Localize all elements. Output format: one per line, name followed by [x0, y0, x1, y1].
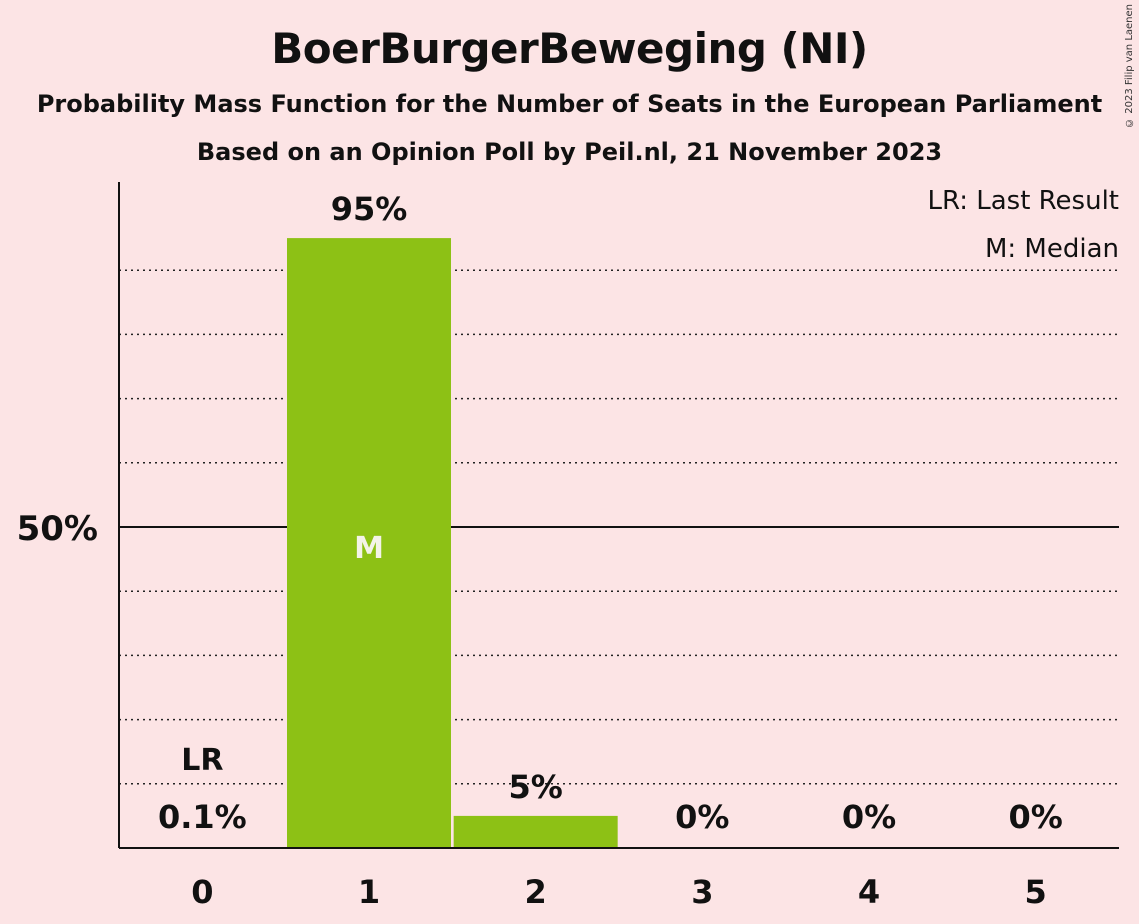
- legend-entry: LR: Last Result: [927, 186, 1119, 216]
- x-tick-label: 0: [191, 873, 213, 911]
- bar: [453, 815, 618, 848]
- x-tick-label: 4: [858, 873, 880, 911]
- last-result-marker: LR: [181, 743, 223, 778]
- chart-title: BoerBurgerBeweging (NI): [271, 24, 868, 73]
- chart-subtitle: Probability Mass Function for the Number…: [36, 90, 1103, 118]
- data-label: 0%: [842, 798, 896, 836]
- bar: [287, 238, 451, 849]
- legend-entry: M: Median: [985, 234, 1119, 264]
- data-label: 0.1%: [158, 798, 247, 836]
- x-tick-label: 3: [691, 873, 713, 911]
- data-label: 0%: [1009, 798, 1063, 836]
- y-tick-label: 50%: [17, 509, 98, 549]
- chart-source: Based on an Opinion Poll by Peil.nl, 21 …: [196, 138, 943, 166]
- data-label: 5%: [509, 768, 563, 806]
- median-marker: M: [354, 531, 384, 566]
- data-label: 95%: [331, 190, 408, 228]
- x-tick-label: 1: [358, 873, 380, 911]
- x-tick-label: 5: [1025, 873, 1047, 911]
- x-tick-label: 2: [525, 873, 547, 911]
- data-label: 0%: [675, 798, 729, 836]
